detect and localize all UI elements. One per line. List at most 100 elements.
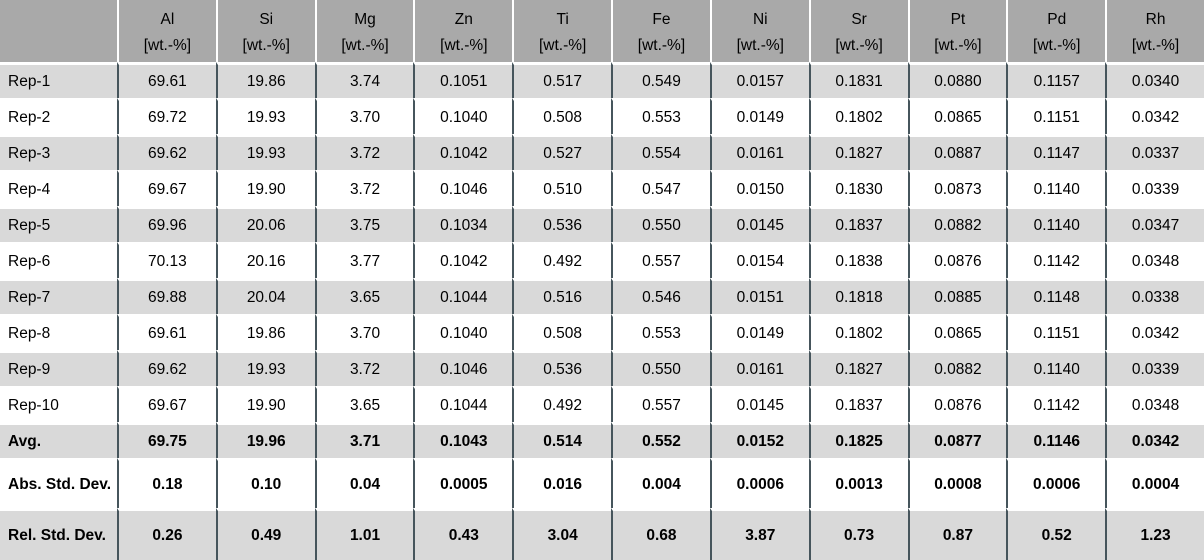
table-row: Rep-6 70.13 20.16 3.77 0.1042 0.492 0.557 0.015…: [0, 242, 1204, 278]
column-header-rh: Rh [wt.-%]: [1105, 0, 1204, 62]
value-cell: 0.0152: [709, 422, 809, 458]
value-cell: 0.1157: [1006, 62, 1106, 98]
value-cell: 0.0145: [709, 206, 809, 242]
value-cell: 0.517: [512, 62, 612, 98]
value-cell: 0.1046: [413, 170, 513, 206]
table-row: Rep-2 69.72 19.93 3.70 0.1040 0.508 0.553 0.014…: [0, 98, 1204, 134]
value-cell: 69.88: [117, 278, 216, 314]
value-cell: 0.1831: [808, 62, 908, 98]
value-cell: 0.0149: [709, 98, 809, 134]
value-cell: 0.0161: [709, 350, 809, 386]
value-cell: 3.72: [314, 170, 414, 206]
row-label: Abs. Std. Dev.: [0, 458, 117, 508]
value-cell: 0.0880: [907, 62, 1007, 98]
column-header-si: Si [wt.-%]: [215, 0, 315, 62]
value-cell: 0.0873: [907, 170, 1007, 206]
value-cell: 0.1046: [413, 350, 513, 386]
value-cell: 0.550: [611, 350, 710, 386]
value-cell: 20.06: [215, 206, 315, 242]
table-row: Rep-1 69.61 19.86 3.74 0.1051 0.517 0.549 0.015…: [0, 62, 1204, 98]
column-header-al: Al [wt.-%]: [117, 0, 216, 62]
value-cell: 0.0342: [1105, 314, 1204, 350]
value-cell: 0.1147: [1006, 134, 1106, 170]
value-cell: 0.0348: [1105, 242, 1204, 278]
table-row: Rep-7 69.88 20.04 3.65 0.1044 0.516 0.546 0.015…: [0, 278, 1204, 314]
value-cell: 19.93: [215, 134, 315, 170]
value-cell: 0.510: [512, 170, 612, 206]
value-cell: 0.0145: [709, 386, 809, 422]
value-cell: 3.72: [314, 350, 414, 386]
row-label: Rep-10: [0, 386, 117, 422]
value-cell: 19.93: [215, 350, 315, 386]
value-cell: 0.0150: [709, 170, 809, 206]
element-symbol: Pd: [1047, 11, 1067, 28]
value-cell: 0.1051: [413, 62, 513, 98]
value-cell: 0.1837: [808, 386, 908, 422]
value-cell: 0.1827: [808, 134, 908, 170]
value-cell: 0.26: [117, 508, 216, 560]
value-cell: 0.87: [907, 508, 1007, 560]
value-cell: 0.49: [215, 508, 315, 560]
value-cell: 69.67: [117, 386, 216, 422]
value-cell: 0.1140: [1006, 206, 1106, 242]
value-cell: 19.90: [215, 386, 315, 422]
table-row: Rel. Std. Dev. 0.26 0.49 1.01 0.43 3.04 0.68 3.…: [0, 508, 1204, 560]
table-row: Rep-9 69.62 19.93 3.72 0.1046 0.536 0.550 0.016…: [0, 350, 1204, 386]
value-cell: 1.01: [314, 508, 414, 560]
unit-label: [wt.-%]: [538, 37, 587, 54]
value-cell: 0.0885: [907, 278, 1007, 314]
value-cell: 0.0342: [1105, 422, 1204, 458]
value-cell: 0.0876: [907, 386, 1007, 422]
value-cell: 0.492: [512, 242, 612, 278]
column-header-sr: Sr [wt.-%]: [808, 0, 908, 62]
value-cell: 3.04: [512, 508, 612, 560]
value-cell: 0.1140: [1006, 350, 1106, 386]
value-cell: 0.0347: [1105, 206, 1204, 242]
value-cell: 0.1837: [808, 206, 908, 242]
value-cell: 0.1825: [808, 422, 908, 458]
value-cell: 0.508: [512, 98, 612, 134]
value-cell: 0.1044: [413, 278, 513, 314]
column-header-fe: Fe [wt.-%]: [611, 0, 710, 62]
value-cell: 0.553: [611, 98, 710, 134]
row-label: Rep-9: [0, 350, 117, 386]
value-cell: 69.62: [117, 134, 216, 170]
unit-label: [wt.-%]: [637, 37, 686, 54]
column-header-mg: Mg [wt.-%]: [314, 0, 414, 62]
value-cell: 0.1838: [808, 242, 908, 278]
value-cell: 0.0865: [907, 314, 1007, 350]
row-label: Rep-8: [0, 314, 117, 350]
value-cell: 0.0006: [709, 458, 809, 508]
value-cell: 0.492: [512, 386, 612, 422]
element-symbol: Ti: [556, 11, 569, 28]
element-symbol: Pt: [950, 11, 966, 28]
value-cell: 0.1044: [413, 386, 513, 422]
unit-label: [wt.-%]: [341, 37, 389, 54]
value-cell: 0.1827: [808, 350, 908, 386]
value-cell: 0.516: [512, 278, 612, 314]
value-cell: 0.552: [611, 422, 710, 458]
value-cell: 19.90: [215, 170, 315, 206]
value-cell: 0.0338: [1105, 278, 1204, 314]
element-symbol: Sr: [851, 11, 867, 28]
value-cell: 0.1830: [808, 170, 908, 206]
element-symbol: Fe: [652, 11, 671, 28]
value-cell: 0.1146: [1006, 422, 1106, 458]
unit-label: [wt.-%]: [143, 37, 192, 54]
value-cell: 0.0006: [1006, 458, 1106, 508]
table-row: Rep-8 69.61 19.86 3.70 0.1040 0.508 0.553 0.014…: [0, 314, 1204, 350]
element-symbol: Si: [259, 11, 274, 28]
value-cell: 0.1151: [1006, 98, 1106, 134]
row-label: Rep-1: [0, 62, 117, 98]
value-cell: 0.18: [117, 458, 216, 508]
value-cell: 3.77: [314, 242, 414, 278]
table-row: Rep-3 69.62 19.93 3.72 0.1042 0.527 0.554 0.016…: [0, 134, 1204, 170]
value-cell: 70.13: [117, 242, 216, 278]
value-cell: 20.04: [215, 278, 315, 314]
value-cell: 0.0348: [1105, 386, 1204, 422]
column-header-pd: Pd [wt.-%]: [1006, 0, 1106, 62]
row-label: Rep-7: [0, 278, 117, 314]
value-cell: 0.0339: [1105, 350, 1204, 386]
value-cell: 0.1140: [1006, 170, 1106, 206]
